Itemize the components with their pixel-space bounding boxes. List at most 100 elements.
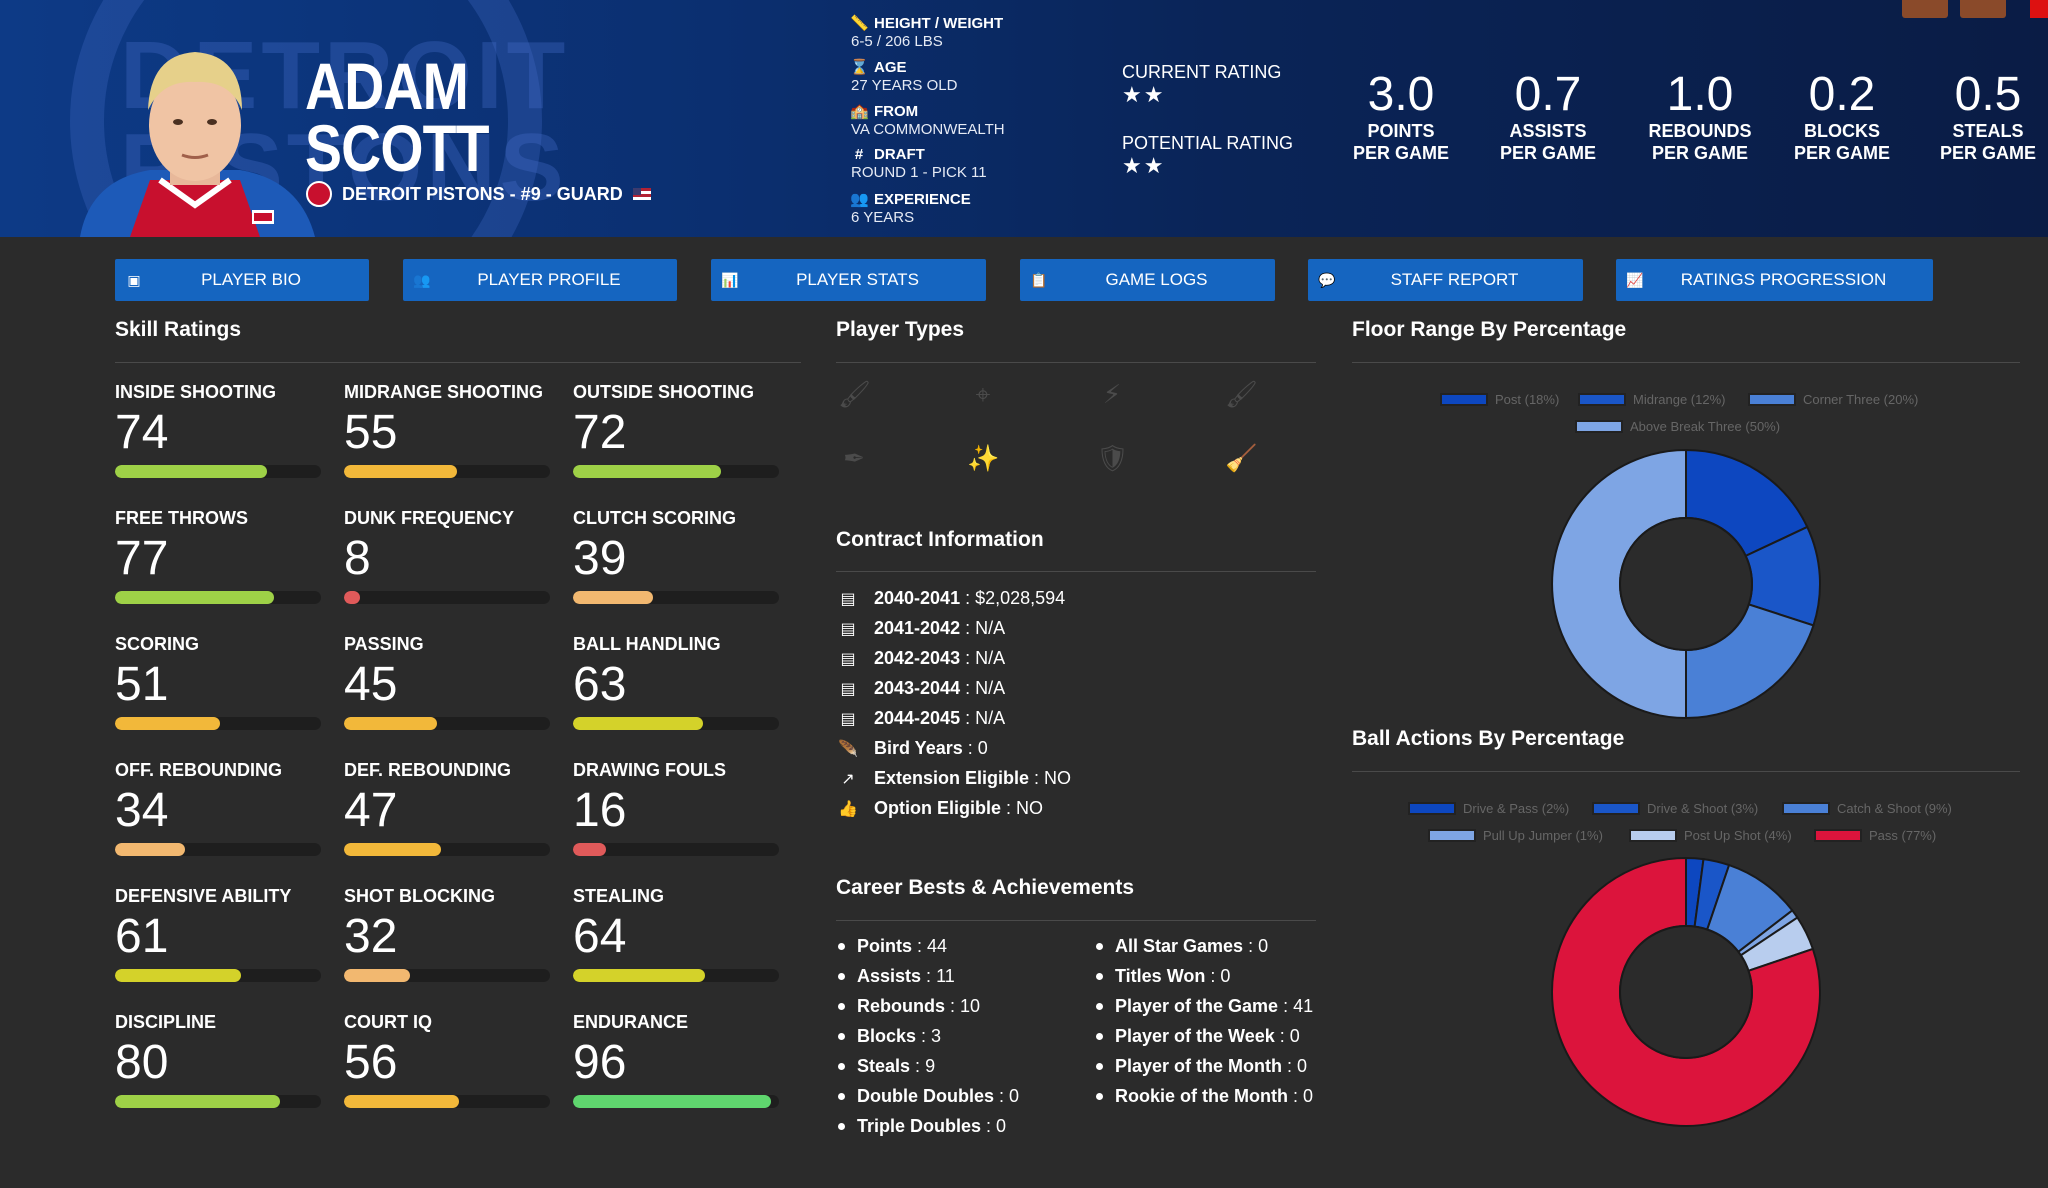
- info-item: # DRAFT ROUND 1 - PICK 11: [850, 146, 1090, 190]
- career-text: Player of the Month : 0: [1115, 1056, 1307, 1077]
- close-button[interactable]: [2030, 0, 2048, 18]
- info-item: 🏫 FROM VA COMMONWEALTH: [850, 102, 1090, 146]
- skill-bar-track: [573, 843, 779, 856]
- career-item: Player of the Month : 0: [1096, 1056, 1307, 1077]
- info-value: VA COMMONWEALTH: [851, 121, 1005, 138]
- skill-rating: SCORING 51: [115, 634, 325, 730]
- info-label-row: 🏫 FROM: [850, 102, 1090, 121]
- career-item: Rookie of the Month : 0: [1096, 1086, 1313, 1107]
- legend-item[interactable]: Drive & Pass (2%): [1408, 801, 1569, 816]
- skill-rating: DRAWING FOULS 16: [573, 760, 783, 856]
- next-player-button[interactable]: [1960, 0, 2006, 18]
- legend-item[interactable]: Pull Up Jumper (1%): [1428, 828, 1603, 843]
- legend-swatch: [1814, 829, 1862, 842]
- stat-label: PER GAME: [1352, 143, 1449, 163]
- skill-value: 32: [344, 910, 398, 963]
- legend-item[interactable]: Drive & Shoot (3%): [1592, 801, 1758, 816]
- users-icon: 👥: [413, 271, 431, 288]
- current-rating-label: CURRENT RATING: [1122, 62, 1282, 82]
- paint-icon: 🖌: [838, 379, 872, 409]
- skill-bar-fill: [115, 1095, 280, 1108]
- info-label-text: DRAFT: [874, 146, 925, 163]
- legend-item[interactable]: Midrange (12%): [1578, 392, 1726, 407]
- donut-hole: [1619, 925, 1753, 1059]
- info-item: ⌛ AGE 27 YEARS OLD: [850, 58, 1090, 102]
- career-label: Blocks: [857, 1026, 917, 1046]
- pen-icon: ✒: [843, 443, 865, 473]
- info-item: 👥 EXPERIENCE 6 YEARS: [850, 190, 1090, 234]
- money-icon: ▤: [840, 650, 856, 668]
- career-item: Blocks : 3: [838, 1026, 941, 1047]
- skill-name: SCORING: [115, 634, 200, 654]
- career-item: Steals : 9: [838, 1056, 935, 1077]
- bullet-icon: [838, 1123, 845, 1130]
- legend-item[interactable]: Above Break Three (50%): [1575, 419, 1780, 434]
- tab-staff-report[interactable]: 💬 STAFF REPORT: [1308, 259, 1583, 301]
- tab-player-profile[interactable]: 👥 PLAYER PROFILE: [403, 259, 677, 301]
- skill-value: 34: [115, 784, 169, 837]
- bullet-icon: [1096, 1003, 1103, 1010]
- skill-rating: DEFENSIVE ABILITY 61: [115, 886, 325, 982]
- bullet-icon: [838, 1003, 845, 1010]
- stat-box: 0.7 ASSISTS PER GAME: [1473, 70, 1623, 164]
- skill-name: DUNK FREQUENCY: [344, 508, 515, 528]
- current-rating: CURRENT RATING ★★: [1122, 62, 1293, 107]
- legend-swatch: [1748, 393, 1796, 406]
- stat-value: 0.5: [1954, 68, 2022, 121]
- skill-bar-fill: [115, 591, 274, 604]
- stat-label: BLOCKS: [1804, 121, 1880, 141]
- external-link-icon: ↗: [841, 770, 855, 788]
- tab-player-stats[interactable]: 📊 PLAYER STATS: [711, 259, 986, 301]
- legend-label: Midrange (12%): [1633, 392, 1726, 407]
- contract-separator: :: [960, 588, 976, 608]
- career-separator: :: [994, 1086, 1010, 1106]
- skill-value: 47: [344, 784, 398, 837]
- skill-bar-fill: [344, 969, 410, 982]
- career-label: Titles Won: [1115, 966, 1206, 986]
- skill-bar-track: [573, 465, 779, 478]
- tab-player-bio[interactable]: ▣ PLAYER BIO: [115, 259, 369, 301]
- skill-bar-track: [344, 465, 550, 478]
- career-divider: [836, 920, 1316, 921]
- career-value: 0: [996, 1116, 1007, 1136]
- info-label-text: AGE: [874, 58, 907, 76]
- legend-item[interactable]: Catch & Shoot (9%): [1782, 801, 1952, 816]
- skill-rating: ENDURANCE 96: [573, 1012, 783, 1108]
- contract-separator: :: [960, 678, 976, 698]
- contract-label: 2041-2042: [874, 618, 961, 638]
- skill-bar-track: [573, 717, 779, 730]
- legend-item[interactable]: Post Up Shot (4%): [1629, 828, 1792, 843]
- career-value: 0: [1009, 1086, 1020, 1106]
- skill-name: CLUTCH SCORING: [573, 508, 736, 528]
- contract-value: N/A: [975, 618, 1006, 638]
- career-value: 0: [1289, 1026, 1300, 1046]
- career-text: Steals : 9: [857, 1056, 935, 1077]
- tab-label: PLAYER STATS: [796, 270, 919, 289]
- prev-player-button[interactable]: [1902, 0, 1948, 18]
- player-types-divider: [836, 362, 1316, 363]
- contract-separator: :: [960, 618, 976, 638]
- stat-box: 0.5 STEALS PER GAME: [1913, 70, 2048, 164]
- tab-ratings-progression[interactable]: 📈 RATINGS PROGRESSION: [1616, 259, 1933, 301]
- tab-game-logs[interactable]: 📋 GAME LOGS: [1020, 259, 1275, 301]
- career-label: All Star Games: [1115, 936, 1244, 956]
- comment-icon: 💬: [1318, 271, 1336, 288]
- skill-value: 16: [573, 784, 627, 837]
- skill-name: OFF. REBOUNDING: [115, 760, 283, 780]
- skill-bar-track: [344, 717, 550, 730]
- skill-rating: MIDRANGE SHOOTING 55: [344, 382, 554, 478]
- skill-bar-fill: [344, 465, 458, 478]
- contract-label: Bird Years: [874, 738, 963, 758]
- bullet-icon: [1096, 1093, 1103, 1100]
- legend-item[interactable]: Pass (77%): [1814, 828, 1936, 843]
- legend-item[interactable]: Post (18%): [1440, 392, 1559, 407]
- skill-rating: DEF. REBOUNDING 47: [344, 760, 554, 856]
- skill-value: 80: [115, 1036, 169, 1089]
- player-ratings: CURRENT RATING ★★ POTENTIAL RATING ★★: [1122, 62, 1293, 204]
- legend-item[interactable]: Corner Three (20%): [1748, 392, 1918, 407]
- tab-label: PLAYER PROFILE: [477, 270, 621, 289]
- contract-label: 2042-2043: [874, 648, 961, 668]
- career-text: Player of the Game : 41: [1115, 996, 1313, 1017]
- career-label: Rebounds: [857, 996, 945, 1016]
- money-icon: ▤: [840, 680, 856, 698]
